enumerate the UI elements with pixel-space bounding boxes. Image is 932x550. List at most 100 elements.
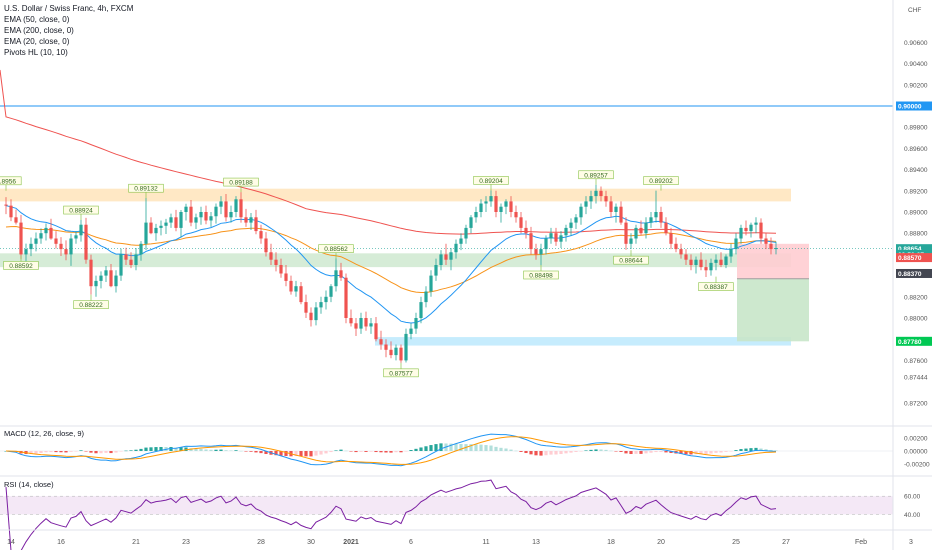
macd-histogram-bar	[179, 447, 183, 451]
candle-body	[564, 227, 568, 236]
candle-body	[749, 224, 753, 232]
candle	[69, 233, 73, 266]
candle-body	[379, 339, 383, 345]
candle-body	[429, 275, 433, 292]
candle	[259, 224, 263, 244]
candle	[414, 312, 418, 334]
candle	[39, 228, 43, 244]
candle	[74, 230, 78, 244]
macd-histogram-bar	[84, 451, 88, 452]
macd-histogram-bar	[554, 451, 558, 455]
macd-histogram-bar	[704, 451, 708, 455]
candle-body	[469, 217, 473, 228]
candle	[9, 199, 13, 222]
candle-body	[274, 259, 278, 265]
candle	[604, 190, 608, 207]
macd-histogram-bar	[624, 451, 628, 454]
candle	[24, 243, 28, 263]
rsi-band	[0, 496, 893, 515]
candle-body	[594, 190, 598, 197]
candle	[394, 344, 398, 361]
macd-histogram-bar	[384, 451, 388, 453]
candle-body	[474, 212, 478, 218]
macd-histogram-bar	[454, 443, 458, 451]
candle	[334, 258, 338, 292]
macd-histogram-bar	[634, 451, 638, 454]
candle-body	[229, 212, 233, 218]
macd-histogram-bar	[654, 451, 658, 453]
price-axis-unit: CHF	[908, 7, 921, 14]
main-price-pane[interactable]: 0.8956 0.89132 0.89188 0.88924 0.89204 0.8925…	[0, 69, 893, 377]
pivot-box	[698, 282, 734, 291]
candle	[709, 258, 713, 276]
candle	[289, 275, 293, 295]
candle-body	[159, 225, 163, 228]
pivot-box	[318, 244, 354, 253]
candle-body	[84, 224, 88, 260]
macd-histogram-bar	[344, 450, 348, 452]
candle	[429, 270, 433, 297]
macd-pane[interactable]	[0, 433, 893, 467]
pivot-value: 0.88387	[704, 284, 728, 291]
macd-histogram-bar	[559, 451, 563, 455]
candle-body	[134, 254, 138, 265]
pivot-box	[63, 205, 99, 215]
candle-body	[94, 280, 98, 287]
pivot-box	[223, 177, 259, 187]
pivot-value: 0.88222	[79, 302, 103, 309]
candle	[294, 280, 298, 297]
candle-body	[439, 254, 443, 265]
macd-histogram-bar	[714, 451, 718, 453]
candle	[454, 239, 458, 259]
macd-histogram-bar	[219, 449, 223, 451]
macd-histogram-bar	[469, 444, 473, 451]
candle	[404, 328, 408, 363]
candle-body	[4, 204, 8, 206]
macd-histogram-bar	[169, 446, 173, 451]
candle	[699, 252, 703, 271]
macd-histogram-bar	[264, 451, 268, 455]
macd-histogram-bar	[589, 449, 593, 451]
macd-histogram-bar	[94, 451, 98, 454]
candle	[264, 232, 268, 257]
macd-histogram-bar	[239, 450, 243, 452]
candle	[34, 232, 38, 252]
candle	[274, 252, 278, 272]
macd-histogram-bar	[494, 446, 498, 451]
rsi-line	[5, 479, 777, 550]
price-axis-tick: 0.88000	[904, 316, 928, 323]
candle-body	[194, 217, 198, 223]
legend: U.S. Dollar / Swiss Franc, 4h, FXCM EMA …	[4, 3, 133, 58]
pivot-label: 0.89202	[643, 176, 679, 191]
candle-body	[769, 243, 773, 250]
price-axis-tick: 0.88800	[904, 231, 928, 238]
candle-body	[554, 233, 558, 242]
candle	[759, 218, 763, 244]
macd-histogram-bar	[414, 448, 418, 451]
candle	[14, 209, 18, 225]
candle-body	[424, 291, 428, 303]
macd-histogram-bar	[564, 451, 568, 454]
candle-body	[19, 222, 23, 255]
macd-histogram-bar	[504, 448, 508, 451]
candle-body	[204, 212, 208, 221]
candle	[674, 237, 678, 253]
candle-body	[674, 243, 678, 250]
candle-body	[464, 227, 468, 239]
candle-body	[544, 238, 548, 250]
candle-body	[719, 259, 723, 265]
candle-body	[574, 217, 578, 223]
macd-signal-line	[5, 436, 777, 465]
candle	[574, 214, 578, 229]
rsi-pane[interactable]	[0, 479, 893, 550]
legend-ema50: EMA (50, close, 0)	[4, 15, 70, 24]
candle-body	[584, 201, 588, 207]
macd-histogram-bar	[409, 450, 413, 451]
candle	[339, 262, 343, 281]
macd-histogram-bar	[234, 450, 238, 451]
macd-axis-tick: 0.00000	[904, 449, 928, 456]
candle	[754, 217, 758, 234]
macd-histogram-bar	[734, 450, 738, 451]
macd-histogram-bar	[294, 451, 298, 457]
candle-body	[409, 328, 413, 334]
